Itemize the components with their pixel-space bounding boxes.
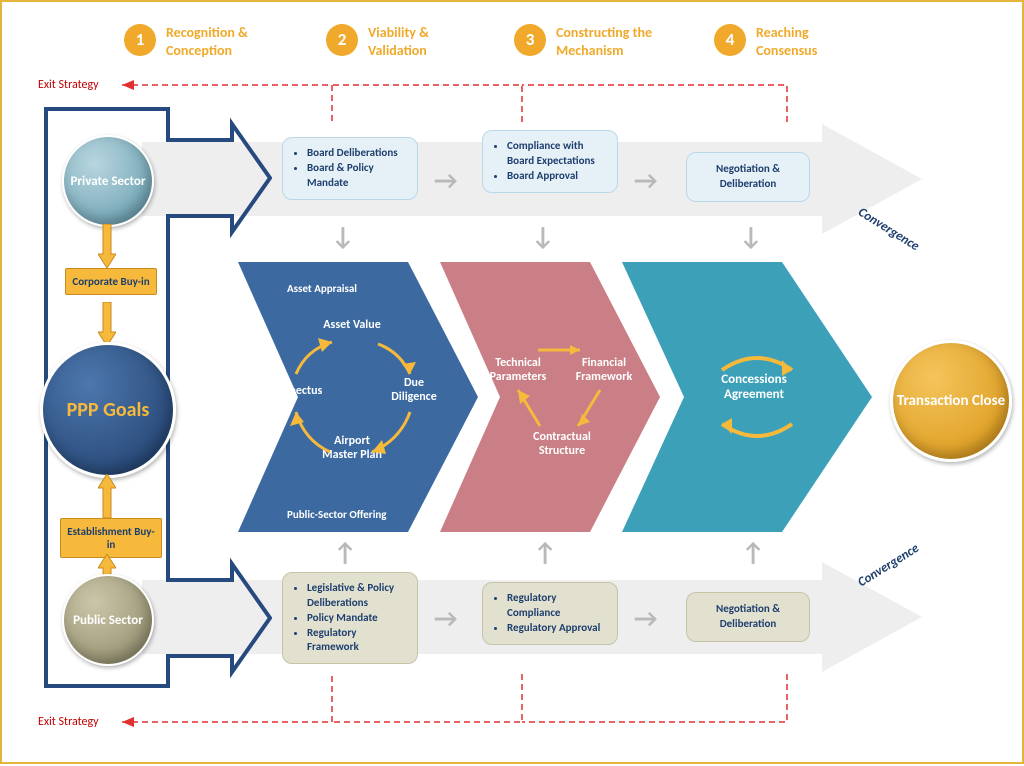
list-item: Compliance with Board Expectations bbox=[507, 139, 607, 169]
private-sector-circle: Private Sector bbox=[62, 135, 154, 227]
arrow-icon: → bbox=[528, 541, 560, 565]
arrow-corp-down bbox=[98, 302, 116, 346]
arrow-icon: → bbox=[434, 164, 458, 196]
arrow-icon: → bbox=[528, 226, 560, 250]
chev3-cycle-icon bbox=[702, 352, 812, 452]
corporate-buyin-pill: Corporate Buy-in bbox=[65, 268, 157, 295]
public-box-1: Legislative & Policy Deliberations Polic… bbox=[282, 572, 418, 664]
chev1-cycle-arrows bbox=[260, 312, 450, 492]
public-box-3: Negotiation & Deliberation bbox=[686, 592, 810, 642]
exit-bottom-label: Exit Strategy bbox=[38, 715, 99, 729]
arrow-goals-down bbox=[98, 474, 116, 518]
list-item: Legislative & Policy Deliberations bbox=[307, 581, 407, 611]
list-item: Board & Policy Mandate bbox=[307, 161, 407, 191]
establishment-buyin-pill: Establishment Buy-in bbox=[60, 518, 162, 558]
chev2-cycle-arrows bbox=[490, 342, 630, 462]
public-sector-circle: Public Sector bbox=[62, 574, 154, 666]
list-item: Regulatory Framework bbox=[307, 626, 407, 656]
ppp-goals-circle: PPP Goals bbox=[40, 342, 176, 478]
list-item: Regulatory Compliance bbox=[507, 591, 607, 621]
list-item: Policy Mandate bbox=[307, 611, 407, 626]
chev1-top-label: Asset Appraisal bbox=[287, 282, 357, 295]
arrow-icon: → bbox=[634, 164, 658, 196]
arrow-icon: → bbox=[736, 226, 768, 250]
arrow-priv-down bbox=[98, 224, 116, 268]
box-text: Negotiation & Deliberation bbox=[695, 162, 801, 192]
arrow-icon: → bbox=[434, 602, 458, 634]
private-box-3: Negotiation & Deliberation bbox=[686, 152, 810, 202]
transaction-close-circle: Transaction Close bbox=[890, 340, 1012, 462]
list-item: Board Deliberations bbox=[307, 146, 407, 161]
chev1-bottom-label: Public-Sector Offering bbox=[287, 508, 387, 521]
list-item: Board Approval bbox=[507, 169, 607, 184]
private-box-1: Board Deliberations Board & Policy Manda… bbox=[282, 137, 418, 200]
public-box-2: Regulatory Compliance Regulatory Approva… bbox=[482, 582, 618, 645]
arrow-icon: → bbox=[328, 226, 360, 250]
arrow-icon: → bbox=[736, 541, 768, 565]
exit-top-label: Exit Strategy bbox=[38, 78, 99, 92]
diagram-canvas: 1 Recognition & Conception 2 Viability &… bbox=[0, 0, 1024, 764]
box-text: Negotiation & Deliberation bbox=[695, 602, 801, 632]
list-item: Regulatory Approval bbox=[507, 621, 607, 636]
arrow-icon: → bbox=[634, 602, 658, 634]
arrow-icon: → bbox=[328, 541, 360, 565]
private-box-2: Compliance with Board Expectations Board… bbox=[482, 130, 618, 193]
